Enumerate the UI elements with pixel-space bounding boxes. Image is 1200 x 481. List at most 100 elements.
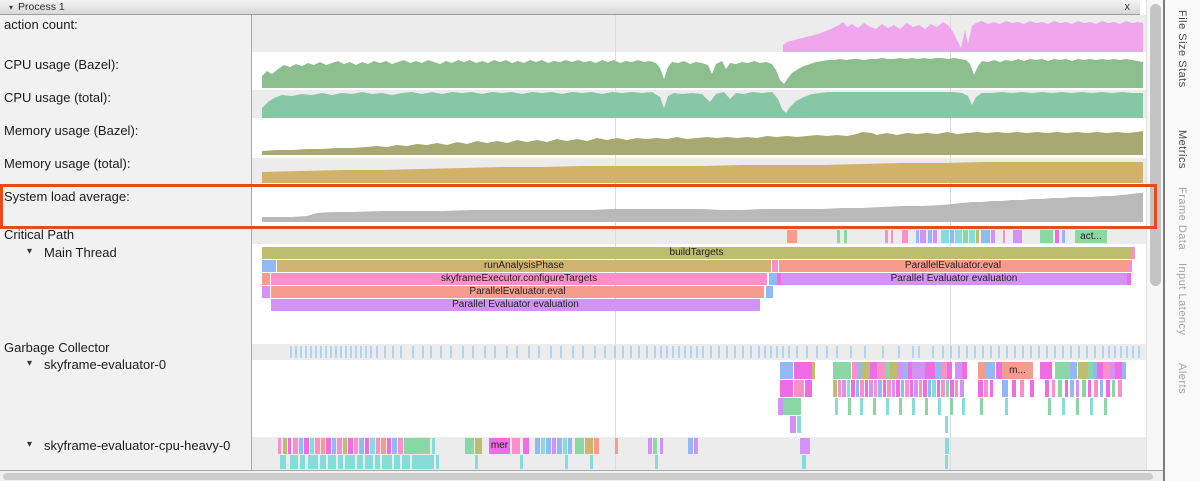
garbage-collector-tick[interactable]	[1094, 346, 1096, 358]
parallelevaluator-eval-span[interactable]: ParallelEvaluator.eval	[779, 260, 1127, 272]
trace-span[interactable]	[392, 438, 397, 454]
trace-span[interactable]	[262, 260, 276, 272]
trace-span[interactable]	[541, 438, 545, 454]
garbage-collector-tick[interactable]	[506, 346, 508, 358]
trace-span[interactable]	[1076, 380, 1079, 397]
trace-span[interactable]	[1048, 398, 1051, 415]
act-span[interactable]: act...	[1075, 230, 1107, 243]
trace-span[interactable]	[903, 362, 908, 379]
trace-span[interactable]	[941, 380, 945, 397]
trace-span[interactable]	[842, 380, 846, 397]
trace-span[interactable]	[797, 416, 801, 433]
system-load-average-chart[interactable]	[262, 193, 1143, 222]
garbage-collector-tick[interactable]	[1030, 346, 1032, 358]
trace-span[interactable]	[370, 438, 375, 454]
trace-span[interactable]	[942, 362, 947, 379]
garbage-collector-tick[interactable]	[1006, 346, 1008, 358]
garbage-collector-tick[interactable]	[330, 346, 332, 358]
trace-span[interactable]	[365, 455, 373, 469]
trace-span[interactable]	[345, 455, 355, 469]
garbage-collector-tick[interactable]	[335, 346, 337, 358]
trace-span[interactable]	[912, 362, 925, 379]
garbage-collector-tick[interactable]	[365, 346, 367, 358]
garbage-collector-tick[interactable]	[392, 346, 394, 358]
trace-span[interactable]	[914, 380, 918, 397]
trace-span[interactable]	[984, 380, 988, 397]
trace-span[interactable]	[288, 438, 291, 454]
trace-span[interactable]	[950, 230, 954, 243]
trace-span[interactable]	[919, 380, 922, 397]
trace-span[interactable]	[278, 438, 281, 454]
trace-span[interactable]	[338, 455, 343, 469]
trace-span[interactable]	[359, 438, 364, 454]
trace-span[interactable]	[885, 362, 890, 379]
trace-span[interactable]	[475, 438, 482, 454]
garbage-collector-tick[interactable]	[594, 346, 596, 358]
trace-span[interactable]	[794, 362, 812, 379]
garbage-collector-tick[interactable]	[1086, 346, 1088, 358]
trace-span[interactable]	[938, 398, 941, 415]
trace-span[interactable]	[357, 455, 363, 469]
trace-span[interactable]	[653, 438, 657, 454]
garbage-collector-tick[interactable]	[742, 346, 744, 358]
trace-span[interactable]	[332, 438, 336, 454]
trace-span[interactable]	[772, 260, 778, 272]
garbage-collector-tick[interactable]	[528, 346, 530, 358]
trace-span[interactable]	[777, 273, 781, 285]
garbage-collector-tick[interactable]	[325, 346, 327, 358]
trace-span[interactable]	[1078, 362, 1088, 379]
trace-span[interactable]	[262, 286, 270, 298]
trace-span[interactable]	[615, 438, 618, 454]
trace-span[interactable]	[1131, 247, 1135, 259]
trace-span[interactable]	[1012, 380, 1016, 397]
trace-span[interactable]	[928, 230, 932, 243]
tab-file-size-stats[interactable]: File Size Stats	[1176, 10, 1188, 88]
expander-icon[interactable]: ▾	[27, 246, 33, 257]
trace-span[interactable]	[1003, 230, 1005, 243]
garbage-collector-tick[interactable]	[1102, 346, 1104, 358]
garbage-collector-tick[interactable]	[826, 346, 828, 358]
garbage-collector-tick[interactable]	[290, 346, 292, 358]
vertical-scrollbar-thumb[interactable]	[1150, 4, 1161, 286]
trace-span[interactable]	[1100, 380, 1103, 397]
garbage-collector-tick[interactable]	[350, 346, 352, 358]
trace-span[interactable]	[365, 438, 369, 454]
trace-span[interactable]	[565, 455, 568, 469]
garbage-collector-tick[interactable]	[384, 346, 386, 358]
memory-usage-bazel-chart[interactable]	[262, 131, 1143, 155]
trace-span[interactable]	[901, 380, 904, 397]
garbage-collector-tick[interactable]	[836, 346, 838, 358]
trace-span[interactable]	[308, 455, 318, 469]
trace-span[interactable]	[783, 398, 801, 415]
garbage-collector-tick[interactable]	[958, 346, 960, 358]
garbage-collector-tick[interactable]	[560, 346, 562, 358]
collapse-triangle-icon[interactable]: ▾	[9, 2, 14, 12]
trace-span[interactable]	[800, 438, 810, 454]
tab-frame-data[interactable]: Frame Data	[1176, 187, 1188, 251]
trace-span[interactable]	[1040, 362, 1052, 379]
garbage-collector-tick[interactable]	[982, 346, 984, 358]
trace-span[interactable]	[963, 230, 968, 243]
garbage-collector-tick[interactable]	[1126, 346, 1128, 358]
trace-span[interactable]	[387, 438, 391, 454]
garbage-collector-tick[interactable]	[898, 346, 900, 358]
garbage-collector-tick[interactable]	[472, 346, 474, 358]
trace-span[interactable]	[874, 380, 877, 397]
garbage-collector-tick[interactable]	[776, 346, 778, 358]
trace-span[interactable]	[981, 230, 990, 243]
row-label-main-thread[interactable]: Main Thread	[44, 245, 117, 260]
trace-span[interactable]	[1094, 380, 1098, 397]
garbage-collector-tick[interactable]	[582, 346, 584, 358]
trace-span[interactable]	[883, 380, 886, 397]
row-label-skyframe-evaluator-cpu-heavy-0[interactable]: skyframe-evaluator-cpu-heavy-0	[44, 438, 231, 453]
trace-span[interactable]	[1093, 362, 1097, 379]
garbage-collector-tick[interactable]	[654, 346, 656, 358]
trace-span[interactable]	[870, 362, 877, 379]
trace-span[interactable]	[585, 438, 593, 454]
garbage-collector-tick[interactable]	[1022, 346, 1024, 358]
trace-span[interactable]	[1082, 380, 1086, 397]
trace-span[interactable]	[902, 230, 908, 243]
garbage-collector-tick[interactable]	[646, 346, 648, 358]
trace-span[interactable]	[885, 230, 888, 243]
trace-span[interactable]	[475, 455, 478, 469]
